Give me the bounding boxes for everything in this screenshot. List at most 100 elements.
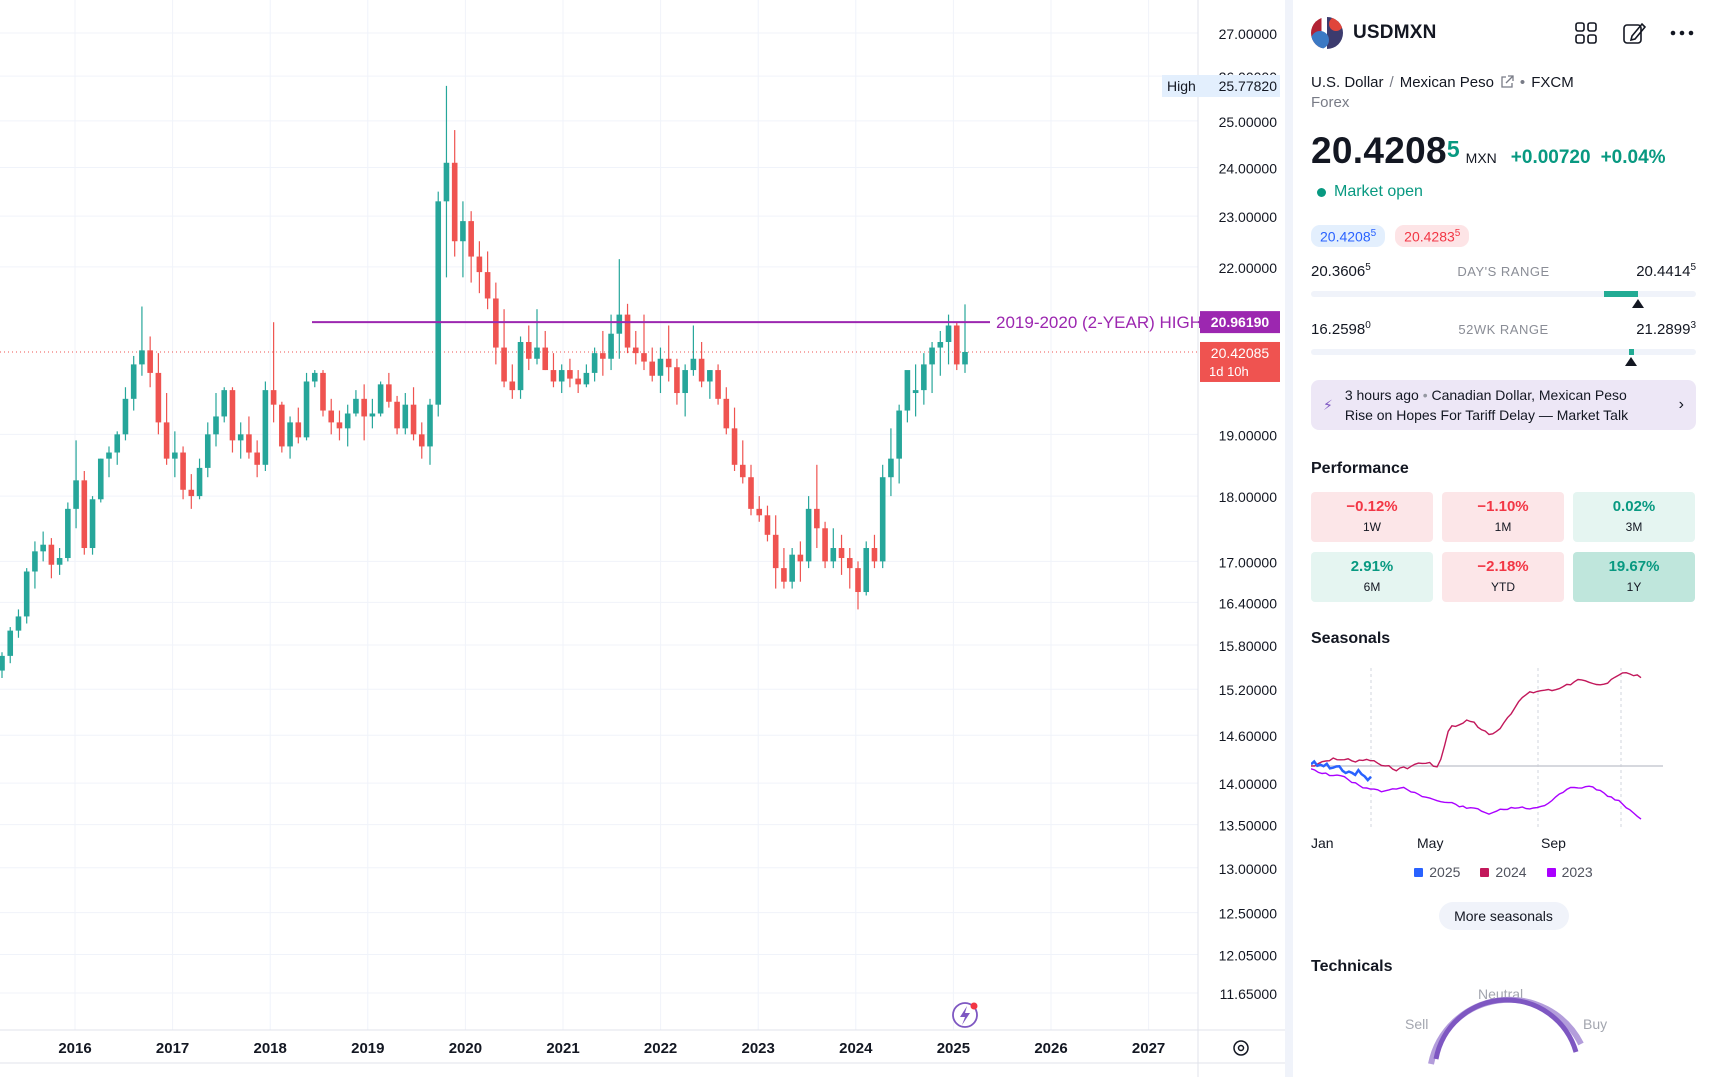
candle xyxy=(468,211,474,283)
technicals-title[interactable]: Technicals xyxy=(1311,958,1393,975)
symbol-name[interactable]: USDMXN xyxy=(1353,22,1437,43)
candle xyxy=(748,464,754,516)
legend-item-2024[interactable]: 2024 xyxy=(1480,864,1527,888)
candle xyxy=(707,370,713,399)
candle xyxy=(632,330,639,365)
candle xyxy=(279,401,285,453)
performance-value: −0.12% xyxy=(1346,498,1398,515)
seasonals-title[interactable]: Seasonals xyxy=(1311,630,1391,647)
two-year-high-label[interactable]: 2019-2020 (2-YEAR) HIGH xyxy=(996,313,1202,332)
candle xyxy=(344,404,351,447)
news-banner[interactable]: ⚡ 3 hours ago • Canadian Dollar, Mexican… xyxy=(1311,380,1696,430)
candle xyxy=(246,416,252,459)
candle xyxy=(303,372,310,441)
performance-cell-6m[interactable]: 2.91% 6M xyxy=(1311,552,1433,602)
candle xyxy=(912,364,919,417)
candle xyxy=(32,541,38,589)
time-axis-label: 2022 xyxy=(644,1040,677,1057)
candle xyxy=(600,330,606,376)
candle xyxy=(213,393,219,447)
performance-value: 2.91% xyxy=(1350,558,1394,575)
candle xyxy=(550,353,557,388)
price-axis-label: 24.00000 xyxy=(1219,161,1278,177)
candle xyxy=(657,347,664,394)
candle xyxy=(846,548,853,589)
performance-cell-1m[interactable]: −1.10% 1M xyxy=(1442,492,1564,542)
bar-countdown: 1d 10h xyxy=(1209,364,1249,379)
candle xyxy=(23,568,30,624)
grid-layout-icon[interactable] xyxy=(1572,19,1600,47)
edit-note-icon[interactable] xyxy=(1620,19,1648,47)
day-range-fill xyxy=(1603,291,1639,297)
candle xyxy=(97,458,104,503)
candle xyxy=(484,251,491,310)
exchange-name[interactable]: FXCM xyxy=(1531,73,1574,91)
external-link-icon[interactable] xyxy=(1500,75,1514,89)
performance-value: 0.02% xyxy=(1612,498,1656,515)
bid-price-pip: 5 xyxy=(1370,227,1377,239)
legend-item-2025[interactable]: 2025 xyxy=(1414,864,1460,888)
day-range-low-main: 20.3606 xyxy=(1311,263,1366,280)
legend-label: 2024 xyxy=(1495,864,1527,880)
pane-separator[interactable] xyxy=(1285,0,1293,1077)
performance-period: 6M xyxy=(1363,580,1381,594)
candle xyxy=(451,130,458,257)
candle xyxy=(830,528,837,569)
axis-settings-gear-icon[interactable] xyxy=(1233,1040,1249,1056)
more-seasonals-button[interactable]: More seasonals xyxy=(1438,902,1569,930)
candle xyxy=(781,548,787,589)
52wk-range-fill xyxy=(1628,349,1635,355)
performance-cell-1y[interactable]: 19.67% 1Y xyxy=(1573,552,1695,602)
candle xyxy=(476,241,483,294)
legend-item-2023[interactable]: 2023 xyxy=(1546,864,1593,888)
candle xyxy=(879,464,886,569)
lightning-alert-icon[interactable] xyxy=(952,1002,978,1028)
candle xyxy=(122,387,129,441)
market-status: Market open xyxy=(1311,178,1696,206)
candle xyxy=(147,336,153,388)
candle xyxy=(731,407,738,471)
day-range: 20.36065 DAY'S RANGE 20.44145 xyxy=(1311,256,1696,314)
candle xyxy=(756,496,763,522)
candle xyxy=(789,548,795,589)
candle xyxy=(888,428,894,497)
candle xyxy=(361,384,367,441)
performance-cell-3m[interactable]: 0.02% 3M xyxy=(1573,492,1695,542)
candle xyxy=(575,370,581,394)
seasonal-line-2024 xyxy=(1311,671,1642,772)
candle xyxy=(402,393,409,435)
price-axis-label: 12.50000 xyxy=(1219,906,1278,922)
price-axis-label: 16.40000 xyxy=(1219,595,1278,611)
price-currency: MXN xyxy=(1465,150,1497,166)
chevron-right-icon: › xyxy=(1678,396,1684,413)
candle xyxy=(641,314,647,371)
base-currency-link[interactable]: U.S. Dollar xyxy=(1311,73,1384,91)
performance-title[interactable]: Performance xyxy=(1311,460,1409,477)
price-chart[interactable]: 2019-2020 (2-YEAR) HIGH 27.0000026.000002… xyxy=(0,0,1285,1077)
seasonals-chart[interactable]: Jan May Sep xyxy=(1311,658,1696,858)
price-axis-label: 17.00000 xyxy=(1219,554,1278,570)
candle xyxy=(229,387,236,453)
performance-cell-ytd[interactable]: −2.18% YTD xyxy=(1442,552,1564,602)
high-label-bg xyxy=(1162,75,1280,97)
gauge-buy-label: Buy xyxy=(1583,1016,1608,1032)
performance-cell-1w[interactable]: −0.12% 1W xyxy=(1311,492,1433,542)
candlestick-chart[interactable]: 2019-2020 (2-YEAR) HIGH 27.0000026.000002… xyxy=(0,0,1285,1077)
time-axis-label: 2019 xyxy=(351,1040,384,1057)
price-axis-labels: 27.0000026.0000025.0000024.0000023.00000… xyxy=(1219,26,1278,1002)
candle xyxy=(410,387,417,441)
bullet-separator: • xyxy=(1519,73,1526,91)
candle xyxy=(221,387,228,423)
technicals-gauge: Neutral Sell Buy xyxy=(1311,982,1696,1077)
52wk-range-low: 16.25980 xyxy=(1311,320,1371,338)
candle xyxy=(196,458,203,500)
day-range-bar xyxy=(1311,291,1696,308)
candle xyxy=(855,561,861,610)
seasonal-month-label: Jan xyxy=(1311,835,1334,851)
quote-currency-link[interactable]: Mexican Peso xyxy=(1399,73,1494,91)
candle xyxy=(871,534,878,569)
candle xyxy=(15,609,22,638)
more-options-icon[interactable] xyxy=(1668,19,1696,47)
price-axis-label: 22.00000 xyxy=(1219,260,1278,276)
52wk-range-label: 52WK RANGE xyxy=(1458,322,1549,337)
